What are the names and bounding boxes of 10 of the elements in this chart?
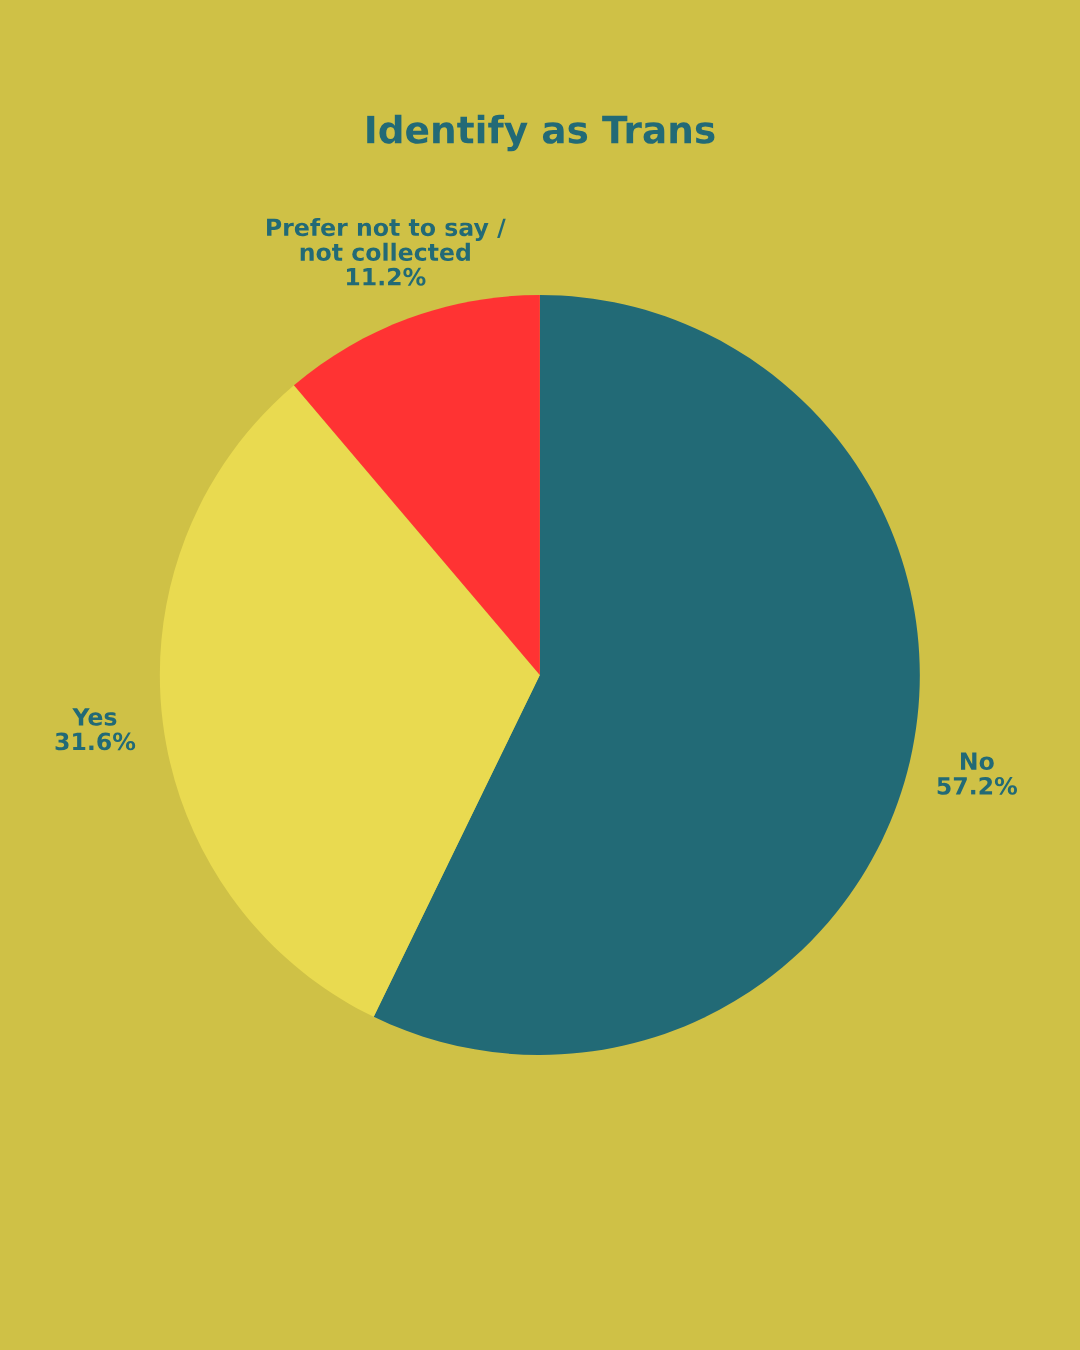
pie-slice (373, 295, 920, 1055)
chart-title: Identify as Trans (367, 114, 715, 152)
pie-slice (293, 295, 540, 675)
slice-label: Yes (72, 708, 117, 726)
slice-label: No (960, 752, 994, 771)
data-label: 31.6% (55, 732, 136, 751)
data-label: 11.2% (347, 267, 426, 286)
data-label: 57.2% (937, 776, 1018, 795)
pie-slice (159, 385, 540, 1017)
slice-label: Prefer not to say / not collected (267, 217, 506, 262)
